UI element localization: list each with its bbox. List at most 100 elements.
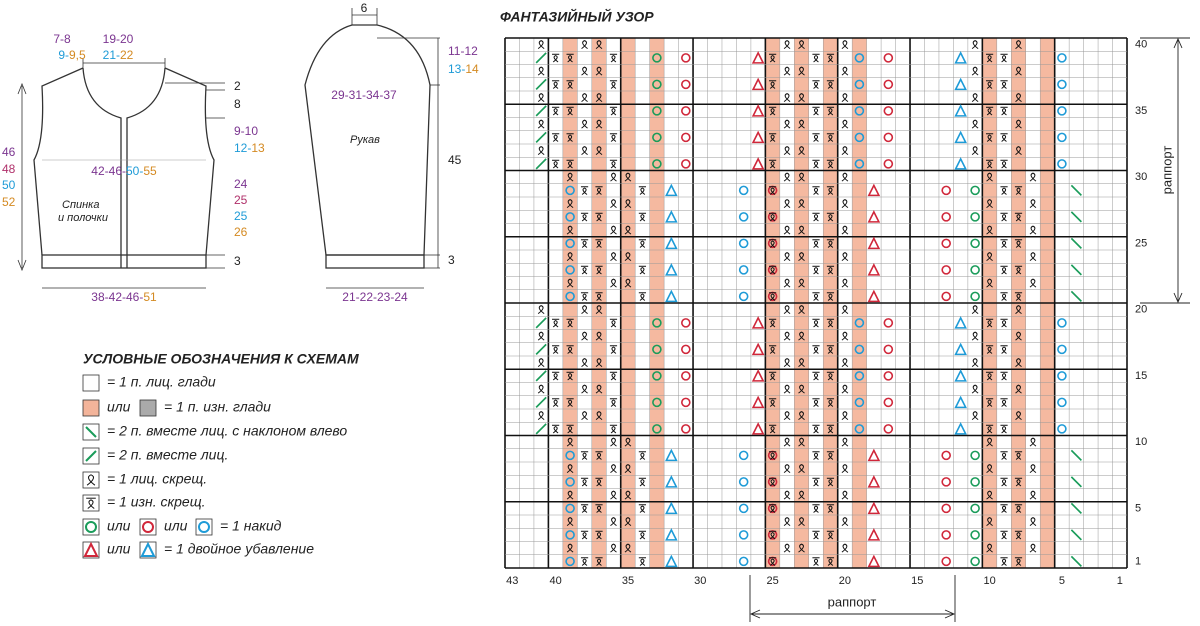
twisted-stitch <box>798 172 805 182</box>
twisted-stitch <box>841 464 849 474</box>
double-decrease <box>665 183 678 197</box>
dimension-label: 25 <box>234 193 248 207</box>
double-decrease <box>867 236 881 250</box>
twisted-stitch <box>798 411 805 421</box>
legend-text: или <box>107 399 131 415</box>
yarn-over <box>1057 159 1067 169</box>
twisted-stitch <box>595 66 603 76</box>
decrease <box>1070 476 1082 488</box>
twisted-stitch <box>566 172 574 182</box>
double-decrease <box>751 130 765 144</box>
double-decrease <box>751 51 765 64</box>
twisted-stitch <box>595 358 603 368</box>
twisted-stitch <box>986 54 993 63</box>
twisted-stitch <box>971 358 979 368</box>
yarn-over <box>1057 424 1067 434</box>
row-number: 20 <box>1135 304 1147 316</box>
double-decrease <box>665 263 678 276</box>
twisted-stitch <box>624 199 632 209</box>
twisted-stitch <box>986 160 993 169</box>
twisted-stitch <box>827 81 834 89</box>
twisted-stitch <box>1001 558 1007 566</box>
yarn-over <box>941 185 951 196</box>
legend-text: = 1 накид <box>220 518 282 534</box>
column-number: 10 <box>983 575 995 587</box>
dimension-label: 3 <box>234 254 241 268</box>
legend-swatch <box>82 399 100 417</box>
twisted-stitch <box>581 452 588 460</box>
dimension-label: 46 <box>2 145 16 159</box>
twisted-stitch <box>798 199 805 209</box>
double-decrease <box>954 51 967 64</box>
twisted-stitch <box>769 54 776 63</box>
twisted-stitch <box>567 81 573 89</box>
dimension-part: 13- <box>448 62 465 76</box>
twisted-stitch <box>798 384 805 394</box>
decrease <box>535 52 547 64</box>
column-number: 25 <box>766 575 778 587</box>
double-decrease <box>867 501 881 515</box>
twisted-stitch <box>841 172 849 182</box>
twisted-stitch <box>1015 40 1022 50</box>
twisted-stitch <box>1001 293 1007 301</box>
double-decrease <box>751 342 765 356</box>
yarn-over <box>970 291 980 302</box>
twisted-stitch <box>971 119 979 129</box>
twisted-stitch <box>610 425 617 434</box>
twisted-stitch <box>1029 172 1037 182</box>
twisted-stitch <box>798 358 805 368</box>
legend-swatch <box>82 494 100 512</box>
twisted-stitch <box>639 187 646 195</box>
twisted-stitch <box>783 437 791 447</box>
double-decrease <box>665 554 678 568</box>
twisted-stitch <box>783 119 791 129</box>
yarn-over <box>565 530 575 540</box>
yarn-over <box>681 79 691 90</box>
dimension-part: 51 <box>143 290 157 304</box>
yarn-over <box>854 106 865 116</box>
dimension-label: 21-22-23-24 <box>342 290 408 304</box>
yarn-over <box>883 397 894 408</box>
yarn-over <box>1057 371 1067 381</box>
twisted-stitch <box>537 40 545 50</box>
twisted-stitch <box>86 474 96 486</box>
double-decrease <box>867 210 881 223</box>
twisted-stitch <box>769 319 776 328</box>
twisted-stitch <box>783 66 791 76</box>
twisted-stitch <box>813 134 819 142</box>
twisted-stitch <box>841 119 849 129</box>
twisted-stitch <box>798 93 805 103</box>
dimension-part: 21-22-23-24 <box>342 290 408 304</box>
twisted-stitch <box>769 81 776 89</box>
twisted-stitch <box>813 187 819 195</box>
twisted-stitch <box>537 384 545 394</box>
dimension-part: 13 <box>251 141 265 155</box>
column-number: 5 <box>1059 575 1065 587</box>
twisted-stitch <box>581 66 588 76</box>
twisted-stitch <box>1015 213 1022 222</box>
legend-text: = 1 п. изн. глади <box>164 399 271 415</box>
twisted-stitch <box>610 278 617 288</box>
twisted-stitch <box>1029 490 1037 500</box>
double-decrease <box>954 369 967 382</box>
yarn-over <box>738 530 749 540</box>
decrease <box>535 396 547 408</box>
yarn-over <box>738 185 749 196</box>
twisted-stitch <box>769 240 776 248</box>
twisted-stitch <box>841 40 849 50</box>
dimension-part: 50- <box>126 164 143 178</box>
twisted-stitch <box>986 490 993 500</box>
yarn-over <box>883 106 894 116</box>
twisted-stitch <box>1015 66 1022 76</box>
twisted-stitch <box>566 199 574 209</box>
twisted-stitch <box>841 384 849 394</box>
twisted-stitch <box>552 54 559 63</box>
twisted-stitch <box>610 399 617 407</box>
twisted-stitch <box>595 40 603 50</box>
twisted-stitch <box>552 346 559 354</box>
dimension-part: 25 <box>234 209 248 223</box>
twisted-stitch <box>769 452 776 460</box>
twisted-stitch <box>813 81 819 89</box>
sleeve-dimensions <box>326 8 440 289</box>
twisted-stitch <box>783 225 791 235</box>
